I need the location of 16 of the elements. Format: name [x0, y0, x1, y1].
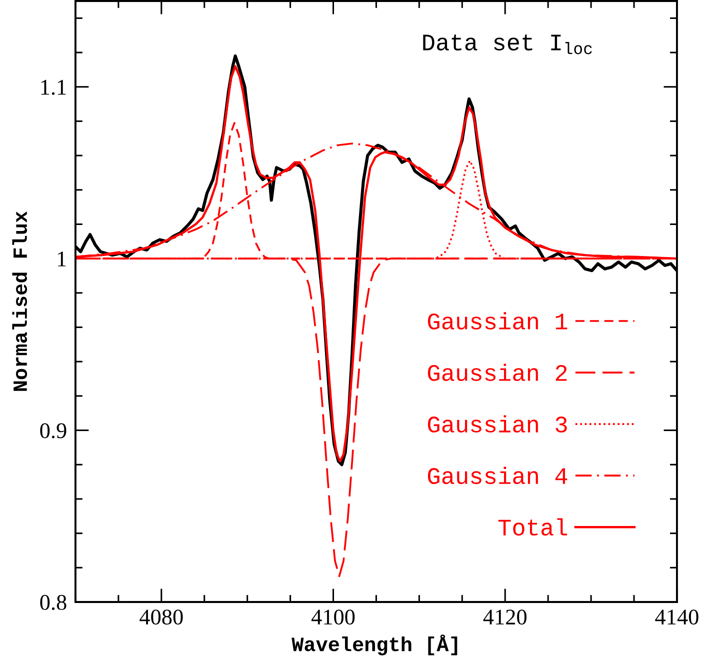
y-tick-label: 0.9	[40, 423, 66, 438]
x-tick-label: 4120	[483, 610, 526, 625]
x-tick-label: 4100	[311, 610, 355, 625]
x-axis-title: Wavelength [Å]	[292, 634, 458, 656]
x-tick-label: 4080	[140, 610, 183, 625]
y-axis-title: Normalised Flux	[12, 211, 28, 391]
legend-label: Gaussian 1	[428, 312, 568, 330]
legend-label: Gaussian 2	[428, 364, 567, 382]
y-tick-label: 0.8	[40, 594, 66, 610]
y-tick-label: 1.1	[41, 80, 66, 95]
legend-label: Total	[498, 518, 568, 536]
x-tick-label: 4140	[655, 610, 698, 625]
text: Data set I$_{loc}$	[423, 34, 592, 54]
y-tick-label: 1	[58, 252, 66, 266]
legend-label: Gaussian 4	[428, 466, 568, 484]
legend-label: Gaussian 3	[428, 415, 567, 433]
